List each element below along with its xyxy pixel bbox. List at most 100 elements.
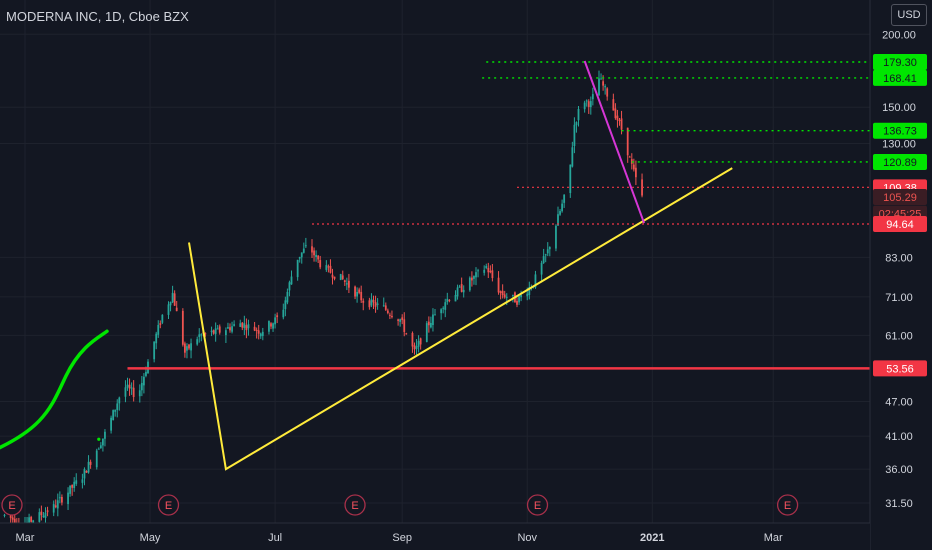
candle-body (247, 324, 250, 329)
candle-body (620, 118, 623, 130)
candle-body (198, 334, 201, 337)
drawing-annotations (0, 329, 109, 450)
price-badge (873, 153, 927, 170)
candle-body (391, 315, 393, 318)
candle-body (432, 314, 434, 325)
horizontal-levels (127, 61, 870, 370)
candle-body (167, 304, 170, 315)
earnings-marker-label: E (784, 500, 791, 512)
candle-body (38, 512, 41, 522)
candle-body (386, 310, 389, 313)
candle-body (587, 101, 590, 107)
candle-body (339, 273, 342, 280)
candle-body (368, 300, 371, 308)
candle-body (214, 328, 217, 335)
candlestick-series (3, 70, 643, 534)
candle-body (83, 469, 86, 479)
candle-body (458, 286, 461, 288)
price-badge (873, 188, 927, 205)
candle-body (456, 287, 459, 297)
time-axis-background (0, 523, 870, 550)
candle-body (376, 303, 379, 305)
candle-body (56, 500, 59, 509)
candle-body (190, 343, 192, 351)
candle-body (343, 280, 346, 282)
price-axis-label: 41.00 (885, 431, 913, 443)
candle-body (40, 511, 43, 516)
candle-body (372, 300, 375, 303)
candle-body (497, 277, 500, 293)
candle-body (155, 333, 158, 344)
earnings-marker (1, 494, 23, 516)
price-badge-label: 168.41 (883, 73, 917, 85)
candle-body (313, 250, 315, 256)
candle-body (218, 326, 221, 333)
candle-body (272, 323, 274, 329)
candle-body (315, 254, 317, 258)
candle-body (374, 302, 377, 307)
candle-body (327, 266, 330, 268)
candle-body (591, 94, 594, 100)
earnings-marker (344, 494, 366, 516)
candle-body (227, 327, 229, 329)
candle-body (261, 331, 264, 336)
magenta-trendline (583, 60, 646, 224)
candle-body (534, 274, 537, 288)
candle-body (173, 293, 176, 306)
candle-body (600, 78, 602, 80)
candle-body (575, 122, 578, 126)
candle-body (448, 299, 451, 301)
candle-body (370, 299, 373, 306)
candle-body (606, 88, 609, 97)
time-axis[interactable]: Mar May Jul Sep Nov 2021 Mar (0, 522, 870, 550)
time-axis-label: Nov (517, 532, 537, 544)
candle-body (46, 510, 49, 513)
price-axis-label: 36.00 (885, 464, 913, 476)
candle-body (362, 300, 365, 303)
candle-body (540, 262, 543, 275)
price-badge (873, 122, 927, 139)
candle-body (427, 321, 430, 326)
time-axis-label: 2021 (640, 532, 664, 544)
candle-body (384, 305, 387, 310)
candle-body (268, 321, 270, 332)
candle-body (317, 255, 320, 260)
candle-body (186, 346, 188, 351)
candle-body (282, 309, 285, 318)
candle-body (300, 252, 303, 258)
candle-body (557, 214, 559, 226)
candle-body (245, 325, 248, 331)
candle-body (415, 346, 418, 349)
candle-body (128, 384, 131, 389)
earnings-marker (157, 494, 180, 516)
candle-body (298, 256, 301, 259)
trendlines (188, 60, 733, 471)
candle-body (241, 322, 244, 328)
green-freehand-curve (0, 329, 109, 450)
candle-body (417, 340, 420, 347)
candle-body (58, 497, 61, 499)
candle-body (614, 108, 617, 119)
candle-body (563, 194, 566, 203)
candle-body (405, 333, 408, 335)
currency-button[interactable]: USD (891, 4, 927, 26)
price-axis-label: 47.00 (885, 397, 913, 409)
candle-body (196, 339, 199, 345)
price-badge (873, 69, 927, 86)
candle-body (401, 317, 404, 321)
candle-body (483, 269, 486, 273)
time-axis-label: Mar (764, 532, 783, 544)
time-axis-label: May (140, 532, 161, 544)
candle-body (143, 376, 145, 386)
candle-body (85, 470, 88, 473)
candle-body (181, 310, 184, 345)
candle-body (140, 382, 143, 391)
earnings-marker-label: E (351, 500, 358, 512)
candle-body (487, 267, 490, 273)
price-axis[interactable]: 200.00 150.00 130.00 83.00 71.00 61.00 47.00 41… (869, 0, 932, 550)
candle-body (626, 127, 629, 156)
candle-body (11, 517, 14, 520)
candle-body (9, 515, 12, 518)
